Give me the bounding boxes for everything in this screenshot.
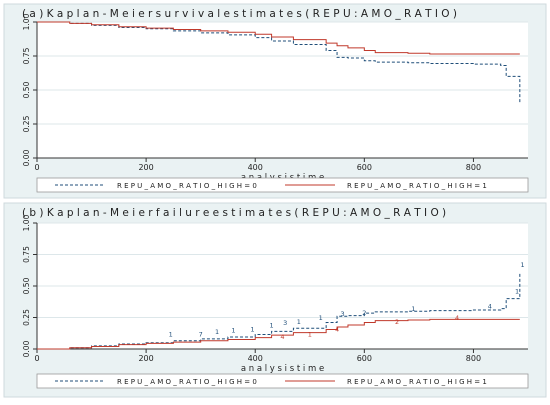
y-tick-label: 0.75 (22, 47, 31, 64)
series-line-high-1 (37, 318, 520, 350)
x-tick-label: 600 (357, 354, 372, 363)
annotation-label: 1 (308, 330, 312, 338)
annotation-label: 4 (335, 325, 339, 333)
annotation-label: 3 (340, 310, 344, 318)
annotation-label: 3 (283, 319, 287, 327)
chart-title: ( a ) K a p l a n - M e i e r s u r v i … (22, 8, 457, 20)
x-axis-label: a n a l y s i s t i m e (241, 364, 324, 374)
annotation-label: 1 (319, 314, 323, 322)
y-tick-label: 1.00 (22, 13, 31, 30)
annotation-label: 1 (515, 288, 519, 296)
x-tick-label: 200 (138, 354, 153, 363)
annotation-label: 1 (169, 330, 173, 338)
x-tick-label: 800 (466, 163, 481, 172)
legend-box (36, 373, 529, 389)
chart-title: ( b ) K a p l a n - M e i e r f a i l u … (22, 207, 446, 219)
annotation-label: 4 (455, 314, 459, 322)
x-tick-label: 0 (34, 163, 39, 172)
y-tick-label: 0.50 (22, 277, 31, 294)
legend-box (36, 177, 529, 193)
annotation-label: 7 (199, 330, 203, 338)
y-tick-label: 0.25 (22, 309, 31, 326)
x-tick-label: 600 (357, 163, 372, 172)
chart-panel-1: ( a ) K a p l a n - M e i e r s u r v i … (3, 3, 547, 199)
annotation-label: 1 (250, 325, 254, 333)
x-tick-label: 400 (248, 354, 263, 363)
x-tick-label: 400 (248, 163, 263, 172)
annotation-label: 1 (231, 327, 235, 335)
chart-panel-2: ( b ) K a p l a n - M e i e r f a i l u … (3, 202, 547, 398)
y-tick-label: 0.00 (22, 149, 31, 166)
x-tick-label: 0 (34, 354, 39, 363)
legend-label: R E P U _ A M O _ R A T I O _ H I G H = … (347, 378, 487, 386)
annotation-label: 4 (488, 303, 492, 311)
legend-label: R E P U _ A M O _ R A T I O _ H I G H = … (117, 182, 257, 190)
annotation-label: 1 (215, 328, 219, 336)
annotation-label: 2 (362, 309, 366, 317)
annotation-label: 1 (411, 305, 415, 313)
x-tick-label: 200 (138, 163, 153, 172)
series-line-high-0 (37, 273, 521, 350)
series-line-high-1 (37, 21, 520, 55)
annotation-label: 1 (270, 322, 274, 330)
legend-label: R E P U _ A M O _ R A T I O _ H I G H = … (347, 182, 487, 190)
x-tick-label: 800 (466, 354, 481, 363)
y-tick-label: 1.00 (22, 214, 31, 231)
annotation-label: 1 (520, 261, 524, 269)
y-tick-label: 0.00 (22, 340, 31, 357)
annotation-label: 1 (297, 318, 301, 326)
legend-label: R E P U _ A M O _ R A T I O _ H I G H = … (117, 378, 257, 386)
y-tick-label: 0.50 (22, 81, 31, 98)
annotation-label: 2 (395, 318, 399, 326)
y-tick-label: 0.25 (22, 115, 31, 132)
y-tick-label: 0.75 (22, 246, 31, 263)
annotation-label: 4 (280, 333, 284, 341)
